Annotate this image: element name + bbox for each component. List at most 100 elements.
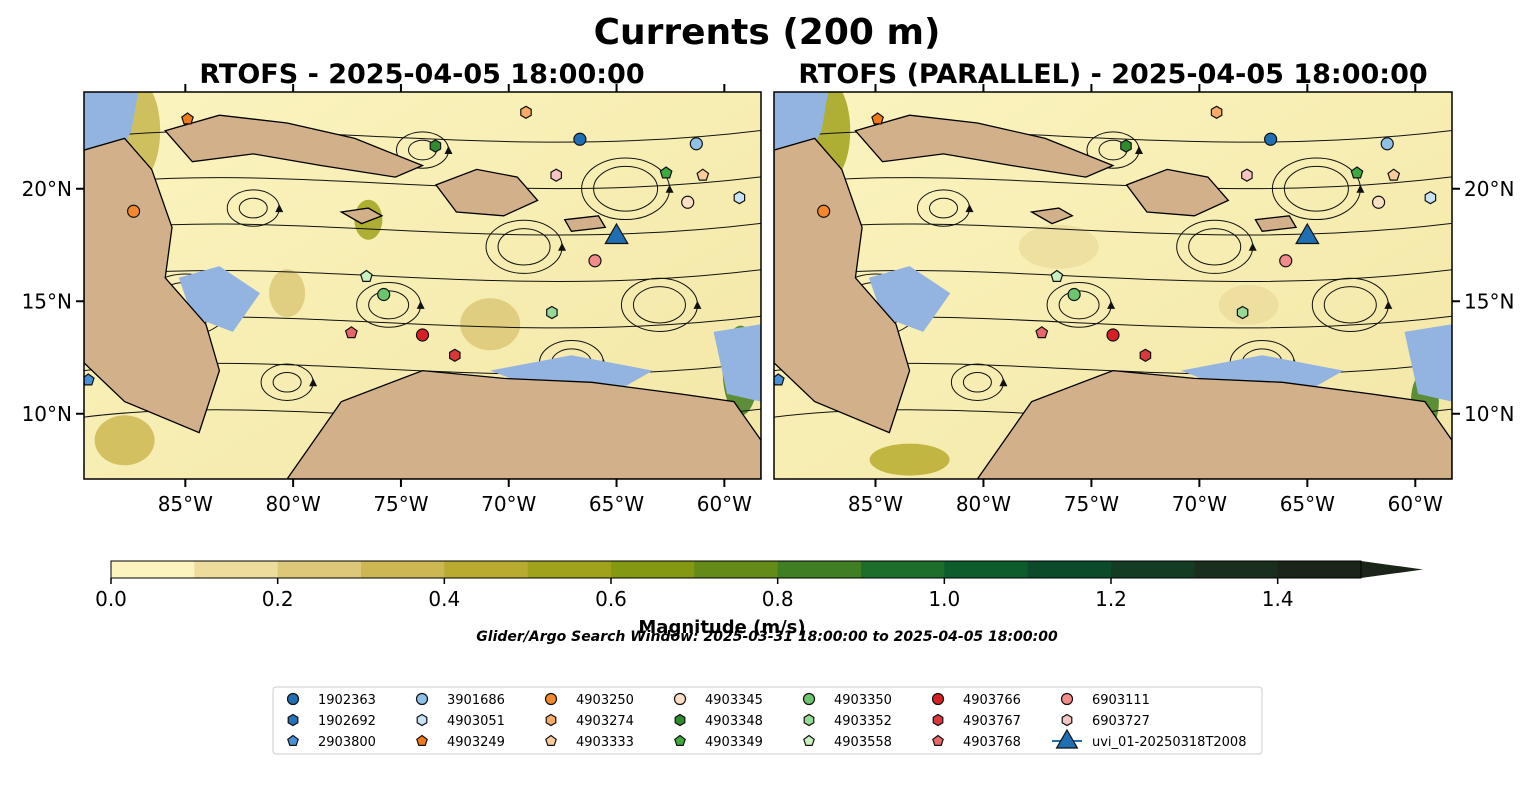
legend-marker-4903352 [803, 713, 815, 727]
legend-label: 4903766 [963, 693, 1021, 708]
streamline-arrow [1356, 184, 1365, 193]
legend-marker-4903274 [545, 713, 557, 727]
streamline-arrow [693, 300, 702, 309]
float-marker-4903766 [415, 328, 430, 342]
legend-marker-6903727 [1061, 713, 1073, 727]
x-tick-label: 60°W [1388, 492, 1443, 516]
landmass [976, 369, 1452, 479]
float-marker-4903333 [1387, 168, 1401, 181]
colorbar-segment [1027, 561, 1112, 578]
legend-marker-6903111 [1060, 692, 1074, 706]
shallow-water [868, 266, 951, 332]
map-frame [773, 91, 1453, 480]
colorbar-tick-label: 0.8 [762, 587, 794, 611]
float-marker-4903249 [181, 112, 194, 125]
colorbar-segment [277, 561, 362, 578]
colorbar-frame [110, 560, 1362, 579]
y-tick-label: 20°N [22, 177, 72, 201]
colorbar-tick-label: 0.0 [95, 587, 127, 611]
legend-label: 4903051 [447, 714, 505, 729]
float-marker-4903768 [344, 326, 358, 339]
colorbar-tick-label: 0.6 [595, 587, 627, 611]
legend-marker-4903767 [932, 713, 944, 727]
x-tick-label: 80°W [956, 492, 1011, 516]
x-tick-label: 70°W [1172, 492, 1227, 516]
legend-label: 1902692 [318, 714, 376, 729]
streamline-arrow [1248, 242, 1257, 251]
float-marker-4903767 [449, 348, 461, 362]
float-marker-3901686 [689, 137, 703, 151]
colorbar-segment [111, 561, 195, 578]
legend-label: 4903350 [834, 693, 892, 708]
streamline-arrow [965, 204, 974, 213]
float-marker-4903250 [126, 204, 141, 218]
streamline [1188, 228, 1242, 266]
map-frame [83, 91, 762, 480]
streamline-arrow [665, 184, 674, 193]
streamline [1323, 286, 1377, 324]
legend-label: 4903768 [963, 735, 1021, 750]
landmass [563, 215, 607, 232]
glider-marker [604, 222, 629, 245]
float-marker-4903349 [1350, 166, 1364, 179]
float-marker-4903767 [1139, 348, 1152, 362]
legend-marker-4903350 [802, 692, 816, 706]
float-marker-2903800 [84, 373, 95, 386]
streamline [238, 197, 268, 219]
float-marker-2903800 [774, 373, 785, 386]
legend-marker-1902692 [287, 713, 299, 727]
streamline-arrow [1135, 146, 1143, 155]
speed-contour [869, 443, 950, 476]
legend-label: 4903352 [834, 714, 892, 729]
float-marker-4903348 [429, 139, 442, 153]
legend-label: 2903800 [318, 735, 376, 750]
legend-label: 1902363 [318, 693, 376, 708]
legend-label: 3901686 [447, 693, 505, 708]
legend-marker-3901686 [415, 692, 429, 706]
legend: 1902363 1902692 2903800 3901686 4903051 49032… [286, 692, 1246, 750]
legend-label: 4903333 [576, 735, 634, 750]
float-marker-3901686 [1380, 137, 1394, 151]
float-marker-1902363 [573, 132, 587, 146]
x-tick-label: 65°W [1280, 492, 1335, 516]
legend-label: 4903767 [963, 714, 1021, 729]
streamline [84, 176, 761, 190]
legend-marker-1902363 [286, 692, 300, 706]
y-tick-label: 20°N [1464, 177, 1514, 201]
legend-label: 6903111 [1092, 693, 1150, 708]
x-tick-label: 85°W [158, 492, 213, 516]
legend-marker-4903558 [803, 734, 815, 747]
float-marker-4903274 [1210, 105, 1223, 119]
streamline [272, 371, 302, 393]
float-marker-6903727 [550, 168, 563, 182]
legend-label: 4903349 [705, 735, 763, 750]
streamline [774, 176, 1452, 190]
speed-contour [269, 269, 306, 318]
speed-contour [1218, 284, 1279, 325]
streamline [962, 371, 992, 393]
landmass [84, 137, 221, 434]
landmass [434, 168, 539, 217]
x-tick-label: 85°W [848, 492, 903, 516]
x-tick-label: 70°W [481, 492, 536, 516]
float-marker-4903051 [1424, 191, 1437, 205]
figure-title: Currents (200 m) [594, 12, 941, 53]
landmass [339, 207, 384, 225]
legend-label: 4903250 [576, 693, 634, 708]
float-marker-4903345 [681, 195, 695, 209]
streamline-arrow [558, 242, 567, 251]
colorbar-segment [444, 561, 529, 578]
shallow-water [713, 324, 761, 402]
float-marker-6903727 [1241, 168, 1253, 182]
panel-title-rtofs-parallel: RTOFS (PARALLEL) - 2025-04-05 18:00:00 [798, 59, 1427, 90]
x-tick-label: 80°W [266, 492, 321, 516]
float-marker-4903350 [1067, 287, 1081, 302]
colorbar-segment [361, 561, 445, 578]
panel-title-rtofs: RTOFS - 2025-04-05 18:00:00 [199, 59, 644, 90]
float-marker-4903274 [520, 105, 532, 119]
legend-marker-4903333 [545, 734, 557, 747]
legend-marker-4903250 [544, 692, 558, 706]
colorbar-segment [1277, 561, 1362, 578]
legend-label: 4903345 [705, 693, 763, 708]
legend-label: 4903348 [705, 714, 763, 729]
